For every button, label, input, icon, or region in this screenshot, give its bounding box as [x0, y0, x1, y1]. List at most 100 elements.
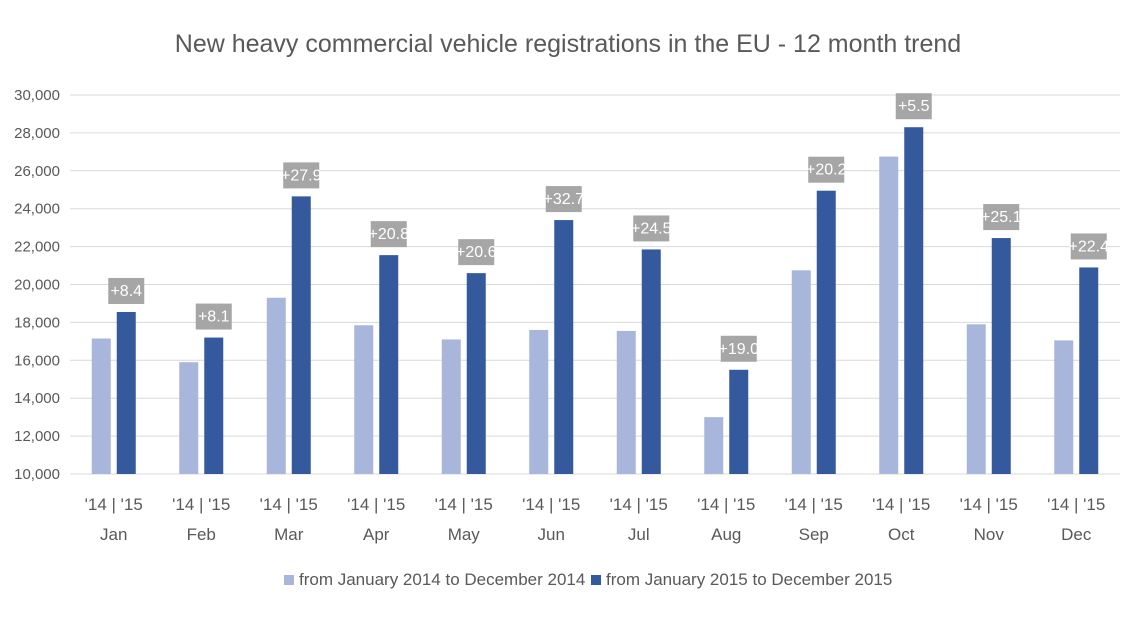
x-category-label: Aug	[711, 525, 741, 544]
y-tick-label: 30,000	[14, 87, 60, 104]
x-sub-label: '14 | '15	[347, 495, 405, 514]
x-category-label: Nov	[974, 525, 1005, 544]
bar-2014-aug	[704, 417, 724, 474]
data-label-may: +20.6	[456, 239, 497, 266]
x-category-label: Dec	[1061, 525, 1092, 544]
bar-2014-dec	[1054, 340, 1074, 474]
chart-title: New heavy commercial vehicle registratio…	[175, 30, 961, 58]
data-label-box	[895, 93, 932, 120]
bar-2015-jun	[554, 220, 574, 474]
data-label-box	[283, 162, 320, 189]
data-label-sep: +20.2	[806, 156, 847, 183]
bar-2014-feb	[179, 362, 199, 474]
bar-2015-aug	[729, 369, 749, 474]
data-label-box	[1070, 233, 1107, 260]
data-label-box	[195, 303, 232, 330]
bar-2014-jun	[529, 329, 549, 474]
x-category-label: Mar	[274, 525, 304, 544]
legend: from January 2014 to December 2014 from …	[284, 570, 892, 589]
legend-label-2015: from January 2015 to December 2015	[606, 570, 892, 589]
bar-2014-mar	[266, 297, 286, 474]
bar-2015-jul	[641, 249, 661, 474]
y-tick-label: 22,000	[14, 239, 60, 256]
x-category-label: Jan	[100, 525, 127, 544]
bar-2015-may	[466, 273, 486, 474]
x-sub-label: '14 | '15	[697, 495, 755, 514]
x-category-label: Jun	[538, 525, 565, 544]
data-label-text: +24.5	[631, 220, 672, 237]
data-label-text: +20.8	[369, 226, 410, 243]
y-tick-label: 24,000	[14, 201, 60, 218]
data-label-text: +25.1	[981, 209, 1022, 226]
bar-2015-jan	[116, 311, 136, 474]
x-category-label: Oct	[888, 525, 915, 544]
data-label-box	[983, 204, 1020, 231]
x-category-label: Sep	[799, 525, 829, 544]
y-axis-ticks: 10,000 12,000 14,000 16,000 18,000 20,000 22,0…	[14, 87, 60, 483]
x-category-label: May	[448, 525, 481, 544]
x-category-label: Jul	[628, 525, 650, 544]
data-label-text: +19.0	[719, 341, 760, 358]
data-label-box	[370, 221, 407, 248]
data-label-text: +20.2	[806, 162, 847, 179]
data-label-box	[633, 215, 670, 242]
bar-2014-apr	[354, 325, 374, 474]
x-sub-label: '14 | '15	[522, 495, 580, 514]
x-sub-label: '14 | '15	[960, 495, 1018, 514]
data-label-text: +32.7	[544, 191, 585, 208]
bar-2014-sep	[791, 270, 811, 474]
bar-2015-oct	[904, 127, 924, 474]
bar-2014-jul	[616, 330, 636, 474]
data-label-box	[458, 239, 495, 266]
data-label-jul: +24.5	[631, 215, 672, 242]
y-tick-label: 20,000	[14, 277, 60, 294]
y-tick-label: 16,000	[14, 352, 60, 369]
y-tick-label: 12,000	[14, 428, 60, 445]
data-label-feb: +8.1	[195, 303, 232, 330]
y-tick-label: 28,000	[14, 125, 60, 142]
y-tick-label: 14,000	[14, 390, 60, 407]
x-sub-label: '14 | '15	[435, 495, 493, 514]
gridlines	[70, 94, 1120, 475]
legend-swatch-2015	[591, 575, 601, 585]
data-label-nov: +25.1	[981, 204, 1022, 231]
data-label-dec: +22.4	[1069, 233, 1110, 260]
data-label-box	[545, 186, 582, 213]
data-label-jun: +32.7	[544, 186, 585, 213]
bar-2014-may	[441, 339, 461, 474]
data-label-box	[108, 277, 145, 304]
x-category-label: Apr	[363, 525, 390, 544]
x-sub-label: '14 | '15	[1047, 495, 1105, 514]
bar-2014-jan	[91, 338, 111, 474]
data-label-text: +27.9	[281, 167, 322, 184]
x-category-label: Feb	[187, 525, 216, 544]
y-tick-label: 10,000	[14, 466, 60, 483]
bar-2015-mar	[291, 196, 311, 474]
bar-2014-oct	[879, 156, 899, 474]
x-sub-label: '14 | '15	[872, 495, 930, 514]
x-sub-label: '14 | '15	[785, 495, 843, 514]
data-label-text: +5.5	[898, 98, 930, 115]
data-label-text: +22.4	[1069, 238, 1110, 255]
data-label-box	[720, 335, 757, 362]
bar-2015-feb	[204, 337, 224, 474]
data-label-jan: +8.4	[108, 277, 145, 304]
data-label-aug: +19.0	[719, 335, 760, 362]
y-tick-label: 18,000	[14, 314, 60, 331]
data-label-text: +20.6	[456, 244, 497, 261]
legend-label-2014: from January 2014 to December 2014	[299, 570, 585, 589]
data-label-mar: +27.9	[281, 162, 322, 189]
x-axis-categories: '14 | '15 Jan '14 | '15 Feb '14 | '15 Mar '14 …	[85, 495, 1106, 544]
data-label-box	[808, 156, 845, 183]
data-label-text: +8.1	[198, 309, 230, 326]
bars	[91, 127, 1099, 474]
y-tick-label: 26,000	[14, 163, 60, 180]
x-sub-label: '14 | '15	[610, 495, 668, 514]
bar-2015-apr	[379, 255, 399, 474]
data-label-text: +8.4	[110, 283, 142, 300]
data-label-apr: +20.8	[369, 221, 410, 248]
x-sub-label: '14 | '15	[85, 495, 143, 514]
bar-2015-nov	[991, 238, 1011, 474]
